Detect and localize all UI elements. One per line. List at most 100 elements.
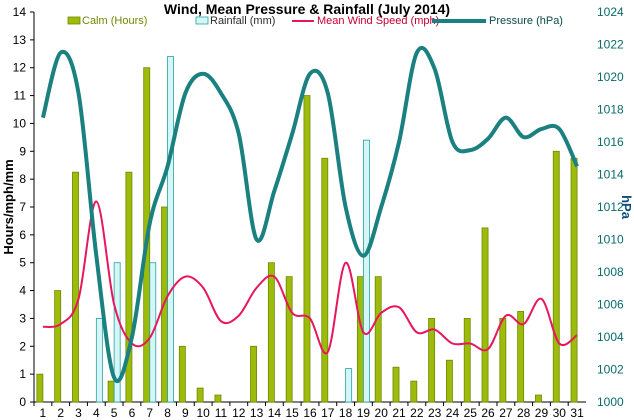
calm-bar: [499, 318, 507, 403]
right-tick-label: 1018: [597, 103, 624, 117]
left-tick-label: 1: [19, 367, 26, 381]
x-tick-label: 29: [535, 406, 549, 420]
x-tick-label: 23: [428, 406, 442, 420]
right-tick-label: 1022: [597, 38, 624, 52]
rainfall-bar: [345, 368, 353, 403]
x-tick-label: 22: [410, 406, 424, 420]
right-tick-label: 1002: [597, 363, 624, 377]
right-tick-label: 1024: [597, 5, 624, 19]
right-tick-label: 1020: [597, 70, 624, 84]
calm-bar: [54, 290, 62, 403]
legend-item: Mean Wind Speed (mph): [292, 15, 439, 27]
calm-bar: [445, 359, 453, 403]
calm-bar: [196, 387, 204, 403]
left-tick-label: 11: [14, 89, 27, 103]
calm-bar: [214, 394, 222, 403]
calm-bar: [410, 380, 418, 403]
x-tick-label: 30: [553, 406, 567, 420]
lines-layer: [40, 45, 579, 383]
left-tick-label: 5: [19, 256, 26, 270]
legend-swatch: [195, 16, 209, 25]
right-axis-ticks: 1000 1002 1004 1006 1008 1010 1012 1014 1016 1018…: [597, 5, 624, 409]
x-tick-label: 8: [164, 406, 171, 420]
x-tick-label: 25: [464, 406, 478, 420]
rainfall-bar: [95, 318, 103, 403]
left-tick-label: 13: [13, 33, 27, 47]
calm-bar: [250, 345, 257, 403]
calm-bar: [392, 366, 400, 403]
x-tick-label: 2: [57, 406, 64, 420]
left-tick-label: 12: [13, 61, 27, 75]
calm-bar: [285, 276, 293, 403]
calm-bar: [517, 311, 525, 403]
x-tick-label: 12: [232, 406, 246, 420]
left-tick-label: 4: [19, 284, 26, 298]
x-tick-label: 7: [146, 406, 153, 420]
left-tick-label: 6: [19, 228, 26, 242]
calm-bar: [72, 171, 79, 403]
x-tick-label: 13: [250, 406, 264, 420]
legend: Calm (Hours) Rainfall (mm) Mean Wind Speed…: [67, 15, 563, 27]
x-tick-label: 1: [40, 406, 47, 420]
rainfall-bar: [167, 56, 175, 403]
calm-bar: [36, 373, 44, 403]
calm-bar: [125, 171, 133, 403]
calm-bar: [481, 227, 489, 403]
pressure-line: [40, 45, 579, 383]
left-tick-label: 8: [19, 172, 26, 186]
x-axis-ticks: 1 2 3 4 5 6 7 8 9 10 11 12 13 14 15 16 17 18 19 20 21 22 23 24 2…: [33, 402, 584, 420]
x-tick-label: 20: [375, 406, 389, 420]
x-tick-label: 31: [570, 406, 584, 420]
right-tick-label: 1012: [597, 200, 624, 214]
x-tick-label: 14: [268, 406, 282, 420]
left-tick-label: 0: [19, 395, 26, 409]
bars-layer: [36, 56, 578, 403]
legend-label: Rainfall (mm): [210, 15, 275, 27]
calm-bar: [535, 394, 542, 403]
right-tick-label: 1008: [597, 265, 624, 279]
x-tick-label: 15: [286, 406, 300, 420]
right-tick-label: 1006: [597, 298, 624, 312]
legend-swatch: [67, 16, 81, 25]
right-tick-label: 1000: [597, 395, 624, 409]
y-axis-label: Hours/mph/mm: [1, 159, 16, 254]
calm-bar: [267, 262, 275, 403]
legend-label: Calm (Hours): [82, 15, 147, 27]
right-tick-label: 1010: [597, 233, 624, 247]
x-tick-label: 10: [196, 406, 210, 420]
calm-bar: [463, 318, 471, 403]
x-tick-label: 27: [499, 406, 513, 420]
right-tick-label: 1014: [597, 168, 624, 182]
calm-bar: [321, 157, 329, 403]
x-tick-label: 5: [111, 406, 118, 420]
right-tick-label: 1016: [597, 135, 624, 149]
calm-bar: [107, 380, 115, 403]
x-tick-label: 18: [339, 406, 353, 420]
left-tick-label: 9: [19, 144, 26, 158]
left-tick-label: 2: [19, 339, 26, 353]
right-tick-label: 1004: [597, 330, 624, 344]
left-tick-label: 10: [13, 116, 27, 130]
legend-label: Pressure (hPa): [489, 15, 563, 27]
calm-bar: [552, 150, 560, 403]
x-tick-label: 3: [75, 406, 82, 420]
legend-label: Mean Wind Speed (mph): [317, 15, 439, 27]
x-tick-label: 9: [182, 406, 189, 420]
rainfall-bar: [363, 139, 370, 403]
calm-bar: [303, 95, 311, 403]
legend-item: Pressure (hPa): [432, 15, 563, 27]
x-tick-label: 11: [215, 406, 228, 420]
x-tick-label: 24: [446, 406, 460, 420]
wind-speed-line: [42, 200, 578, 355]
rainfall-bar: [113, 262, 121, 403]
chart-title: Wind, Mean Pressure & Rainfall (July 201…: [164, 1, 450, 17]
calm-bar: [570, 157, 578, 403]
x-tick-label: 28: [517, 406, 531, 420]
x-tick-label: 17: [321, 406, 335, 420]
x-tick-label: 26: [481, 406, 495, 420]
legend-item: Calm (Hours): [67, 15, 147, 27]
calm-bar: [428, 318, 436, 403]
